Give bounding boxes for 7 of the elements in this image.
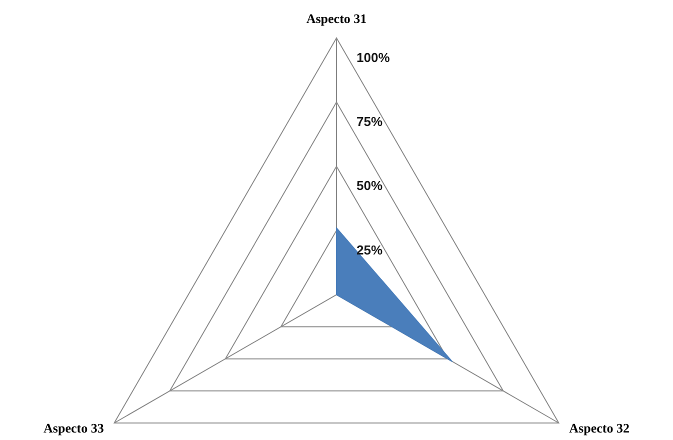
y-tick-label: 100% bbox=[356, 50, 390, 65]
spoke-label: Aspecto 32 bbox=[569, 420, 630, 436]
y-tick-label: 75% bbox=[356, 114, 383, 129]
spoke-label: Aspecto 31 bbox=[306, 10, 367, 26]
y-tick-label: 25% bbox=[356, 242, 383, 258]
y-tick-label: 50% bbox=[356, 178, 383, 194]
spoke-label: Aspecto 33 bbox=[44, 420, 104, 436]
